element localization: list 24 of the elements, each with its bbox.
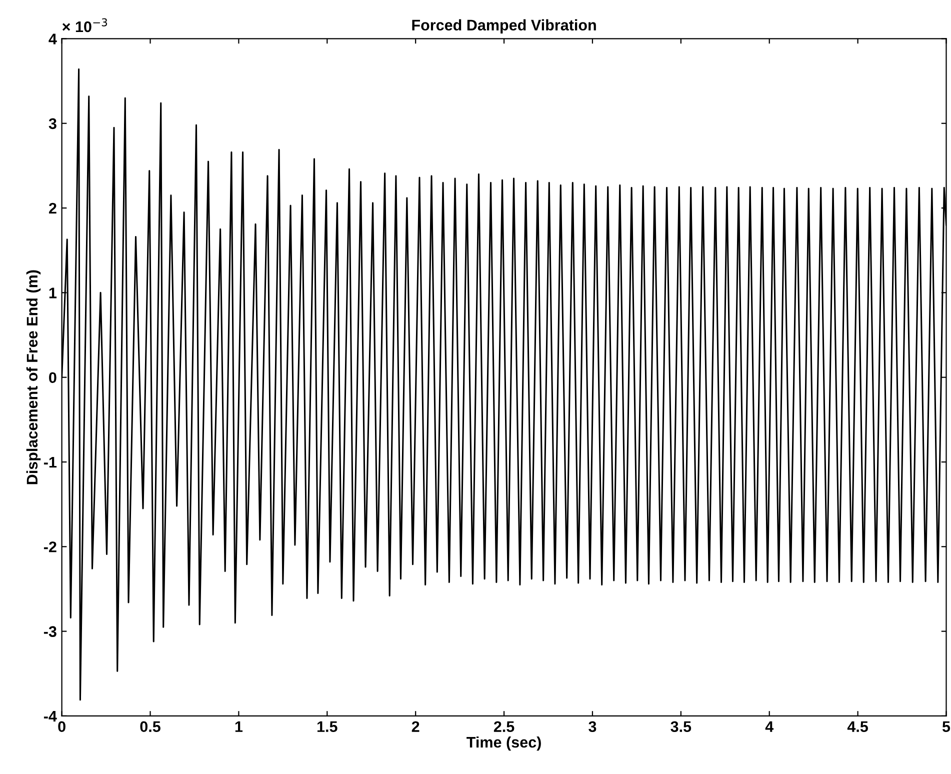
y-tick-label: 4 [48,34,57,44]
y-tick-label: 3 [48,118,56,130]
y-tick-label: -2 [44,542,56,552]
y-tick-label: -3 [44,626,56,637]
y-tick-label: 1 [49,288,57,298]
y-tick-label: -4 [44,710,57,722]
x-tick-label: 2.5 [494,721,514,732]
chart-title: Forced Damped Vibration [412,19,596,34]
x-tick-label: 1 [235,721,243,732]
y-tick-label: 2 [48,202,56,214]
x-axis-title: Time (sec) [466,736,541,751]
y-tick-label: -1 [44,457,57,468]
x-tick-label: 3.5 [670,721,692,732]
x-tick-label: 4.5 [847,721,868,732]
text: × 10$^{−3}$ [62,18,108,32]
x-tick-label: 4 [765,721,774,732]
x-tick-label: 0.5 [140,721,160,732]
x-tick-label: 1.5 [317,721,338,732]
y-tick-label: 0 [49,372,56,384]
y-axis-title: Displacement of Free End (m) [26,270,41,484]
x-tick-label: 2 [412,721,420,732]
x-tick-label: 0 [58,721,66,732]
x-tick-label: 5 [942,721,950,732]
x-tick-label: 3 [588,721,596,732]
